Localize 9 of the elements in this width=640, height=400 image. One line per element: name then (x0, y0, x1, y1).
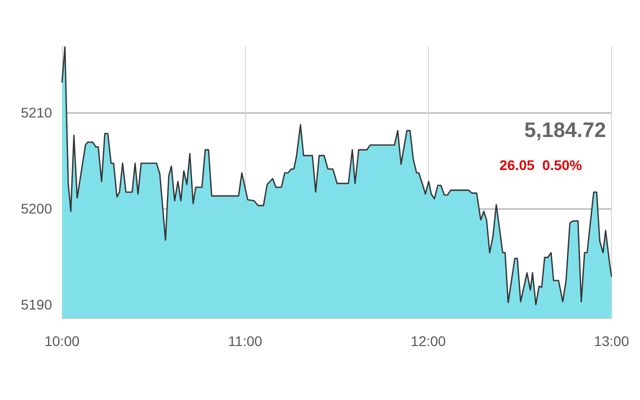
y-tick-label: 5190 (20, 296, 52, 313)
x-tick-label: 13:00 (594, 333, 630, 349)
y-tick-label: 5200 (20, 200, 52, 216)
x-tick-label: 11:00 (228, 333, 262, 349)
annotation: 26.05 0.50% (499, 157, 583, 173)
x-tick-label: 12:00 (410, 333, 446, 349)
x-tick-label: 10:00 (44, 333, 80, 349)
annotation: 5,184.72 (524, 119, 606, 142)
y-tick-label: 5210 (20, 104, 52, 120)
